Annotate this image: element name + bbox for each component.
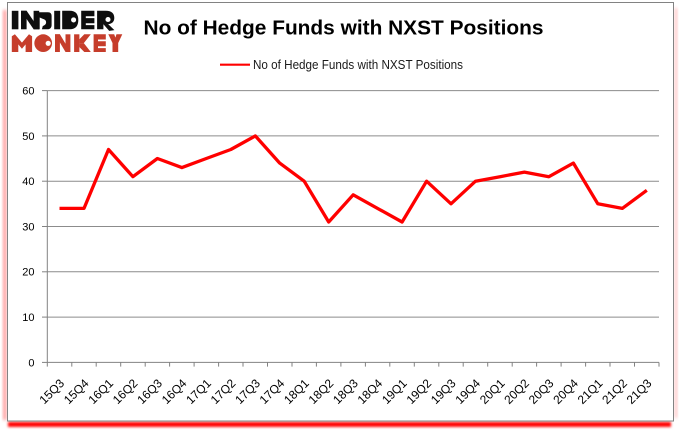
svg-text:10: 10 bbox=[22, 312, 34, 324]
svg-text:60: 60 bbox=[22, 86, 34, 98]
svg-text:20: 20 bbox=[22, 267, 34, 279]
svg-text:0: 0 bbox=[28, 357, 34, 369]
svg-text:No of Hedge Funds with NXST Po: No of Hedge Funds with NXST Positions bbox=[253, 58, 463, 72]
svg-text:30: 30 bbox=[22, 221, 34, 233]
svg-text:40: 40 bbox=[22, 176, 34, 188]
svg-text:50: 50 bbox=[22, 131, 34, 143]
svg-text:No of Hedge Funds with NXST Po: No of Hedge Funds with NXST Positions bbox=[144, 17, 544, 40]
